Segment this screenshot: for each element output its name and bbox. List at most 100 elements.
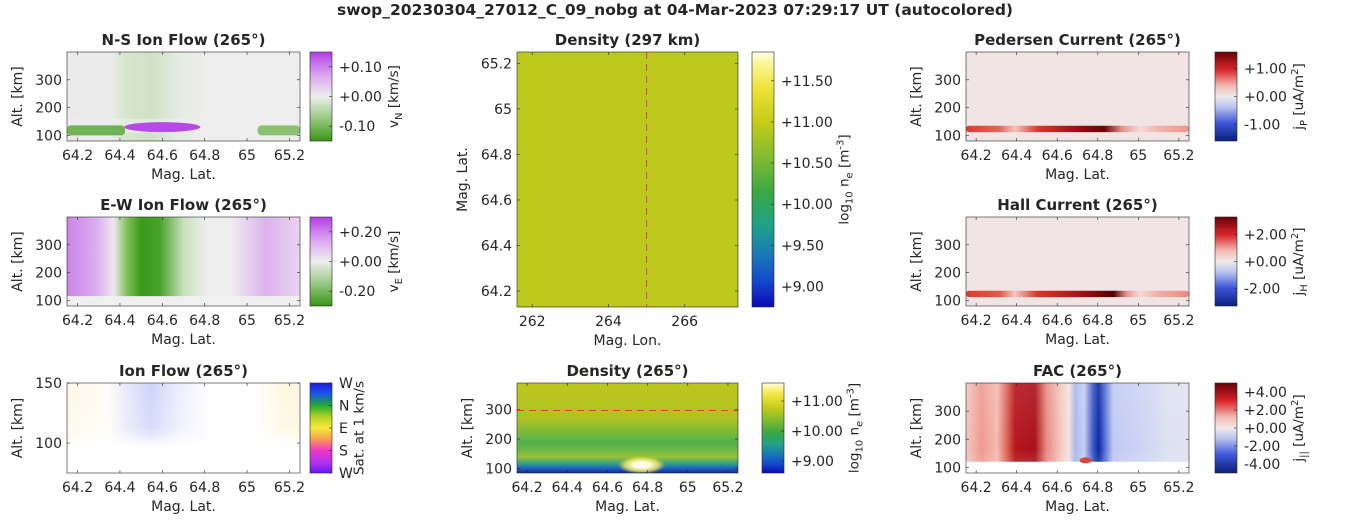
x-tick-label: 65 xyxy=(238,480,256,496)
panel-title: FAC (265°) xyxy=(1033,362,1122,380)
x-tick-label: 65.2 xyxy=(274,480,305,496)
x-tick-label: 264 xyxy=(595,314,622,330)
colorbar-label: j|| [uA/m2] xyxy=(1290,394,1310,462)
x-tick-label: 64.6 xyxy=(1042,148,1073,164)
colorbar: +11.50 +11.00 +10.50 +10.00 +9.50 +9.00 log10 … xyxy=(751,51,856,308)
colorbar-tick-label: +9.00 xyxy=(791,454,834,470)
colorbar: +2.00 +0.00 -2.00 jH [uA/m2] xyxy=(1214,216,1310,307)
colorbar-tick-label: -0.20 xyxy=(339,284,375,300)
x-axis-label: Mag. Lat. xyxy=(1045,499,1110,515)
x-tick-label: 65 xyxy=(238,148,256,164)
colorbar-tick-label: +9.00 xyxy=(781,279,824,295)
colorbar-scale xyxy=(761,382,785,474)
y-tick-label: 200 xyxy=(934,266,961,282)
panel-ionflow: Ion Flow (265°) 64.2 64.4 64.6 64.8 65 65.2 100… xyxy=(10,362,368,515)
colorbar-tick-label: -2.00 xyxy=(1244,439,1280,455)
x-tick-label: 64.2 xyxy=(961,480,992,496)
heatmap-field xyxy=(67,296,300,306)
x-tick-label: 64.6 xyxy=(1042,480,1073,496)
y-tick-label: 65 xyxy=(494,102,512,118)
x-tick-label: 262 xyxy=(519,314,546,330)
y-axis-label: Alt. [km] xyxy=(909,398,925,459)
x-tick-label: 64.4 xyxy=(104,480,135,496)
x-tick-label: 64.2 xyxy=(961,148,992,164)
colorbar-label: log10 ne [m-3] xyxy=(846,383,866,473)
y-tick-label: 100 xyxy=(35,293,62,309)
panel-title: Density (297 km) xyxy=(555,31,700,49)
colorbar-tick-label: +4.00 xyxy=(1244,385,1287,401)
x-tick-label: 64.8 xyxy=(632,480,663,496)
x-tick-label: 65.2 xyxy=(274,313,305,329)
x-tick-label: 64.4 xyxy=(1001,313,1032,329)
heatmap-field xyxy=(517,52,738,307)
colorbar-scale xyxy=(751,51,775,308)
x-tick-label: 64.2 xyxy=(62,148,93,164)
colorbar-tick-label: -0.10 xyxy=(339,119,375,135)
panel-title: E-W Ion Flow (265°) xyxy=(100,196,267,214)
colorbar-tick-label: N xyxy=(339,399,349,415)
colorbar-tick-label: +0.00 xyxy=(1244,421,1287,437)
colorbar: +1.00 +0.00 -1.00 jP [uA/m2] xyxy=(1214,51,1310,142)
heatmap-field xyxy=(67,383,300,473)
x-tick-label: 64.8 xyxy=(1082,480,1113,496)
x-tick-label: 65.2 xyxy=(274,148,305,164)
colorbar-label: vN [km/s] xyxy=(386,65,405,128)
colorbar-scale xyxy=(1214,382,1238,474)
panel-dens_map: Density (297 km) 262 264 266 64.2 64.4 64.6 64.… xyxy=(455,31,856,349)
colorbar-tick-label: -1.00 xyxy=(1244,117,1280,133)
panel-dens_alt: Density (265°) 64.2 64.4 64.6 64.8 65 65.2 100 2… xyxy=(460,362,866,515)
axes-box xyxy=(965,382,1190,474)
colorbar-tick-label: W xyxy=(339,376,353,392)
x-tick-label: 64.2 xyxy=(961,313,992,329)
colorbar-tick-label: +10.00 xyxy=(781,197,833,213)
y-tick-label: 64.2 xyxy=(481,284,512,300)
x-tick-label: 64.4 xyxy=(104,313,135,329)
y-tick-label: 64.6 xyxy=(481,193,512,209)
x-tick-label: 65.2 xyxy=(1163,480,1194,496)
colorbar-tick-label: +11.00 xyxy=(791,394,843,410)
panel-title: Pedersen Current (265°) xyxy=(974,31,1181,49)
y-tick-label: 200 xyxy=(934,432,961,448)
x-axis-label: Mag. Lon. xyxy=(594,333,662,349)
colorbar-tick-label: W xyxy=(339,466,353,482)
x-axis-label: Mag. Lat. xyxy=(151,167,216,183)
heatmap-feature xyxy=(966,125,1189,133)
axes-box xyxy=(66,382,301,474)
x-tick-label: 64.4 xyxy=(552,480,583,496)
y-tick-label: 100 xyxy=(485,462,512,478)
y-tick-label: 64.4 xyxy=(481,239,512,255)
y-tick-label: 300 xyxy=(35,238,62,254)
colorbar-tick-label: -2.00 xyxy=(1244,281,1280,297)
colorbar-label: vE [km/s] xyxy=(386,231,405,293)
x-axis-label: Mag. Lat. xyxy=(595,499,660,515)
y-tick-label: 200 xyxy=(934,101,961,117)
y-axis-label: Alt. [km] xyxy=(10,231,26,292)
heatmap-field xyxy=(966,383,1189,462)
x-axis-label: Mag. Lat. xyxy=(151,499,216,515)
x-tick-label: 64.2 xyxy=(62,313,93,329)
colorbar-scale xyxy=(309,216,333,307)
x-tick-label: 64.8 xyxy=(1082,313,1113,329)
x-tick-label: 64.4 xyxy=(104,148,135,164)
colorbar: +0.10 +0.00 -0.10 vN [km/s] xyxy=(309,51,405,142)
y-axis-label: Alt. [km] xyxy=(10,398,26,459)
colorbar-tick-label: +0.00 xyxy=(339,90,382,106)
x-tick-label: 65 xyxy=(1129,313,1147,329)
x-tick-label: 64.2 xyxy=(62,480,93,496)
panel-hall: Hall Current (265°) 64.2 64.4 64.6 64.8 65 65.… xyxy=(909,196,1310,348)
x-tick-label: 65 xyxy=(238,313,256,329)
x-tick-label: 65 xyxy=(1129,480,1147,496)
colorbar-tick-label: +1.00 xyxy=(1244,62,1287,78)
y-tick-label: 100 xyxy=(35,128,62,144)
colorbar-scale xyxy=(1214,51,1238,142)
panel-title: Ion Flow (265°) xyxy=(119,362,248,380)
colorbar-label: jP [uA/m2] xyxy=(1290,63,1310,131)
colorbar-tick-label: +2.00 xyxy=(1244,228,1287,244)
y-tick-label: 100 xyxy=(934,128,961,144)
colorbar-tick-label: +0.00 xyxy=(1244,90,1287,106)
colorbar: +0.20 +0.00 -0.20 vE [km/s] xyxy=(309,216,405,307)
heatmap-feature xyxy=(1079,457,1092,464)
y-tick-label: 100 xyxy=(934,460,961,476)
colorbar-tick-label: +0.00 xyxy=(1244,255,1287,271)
